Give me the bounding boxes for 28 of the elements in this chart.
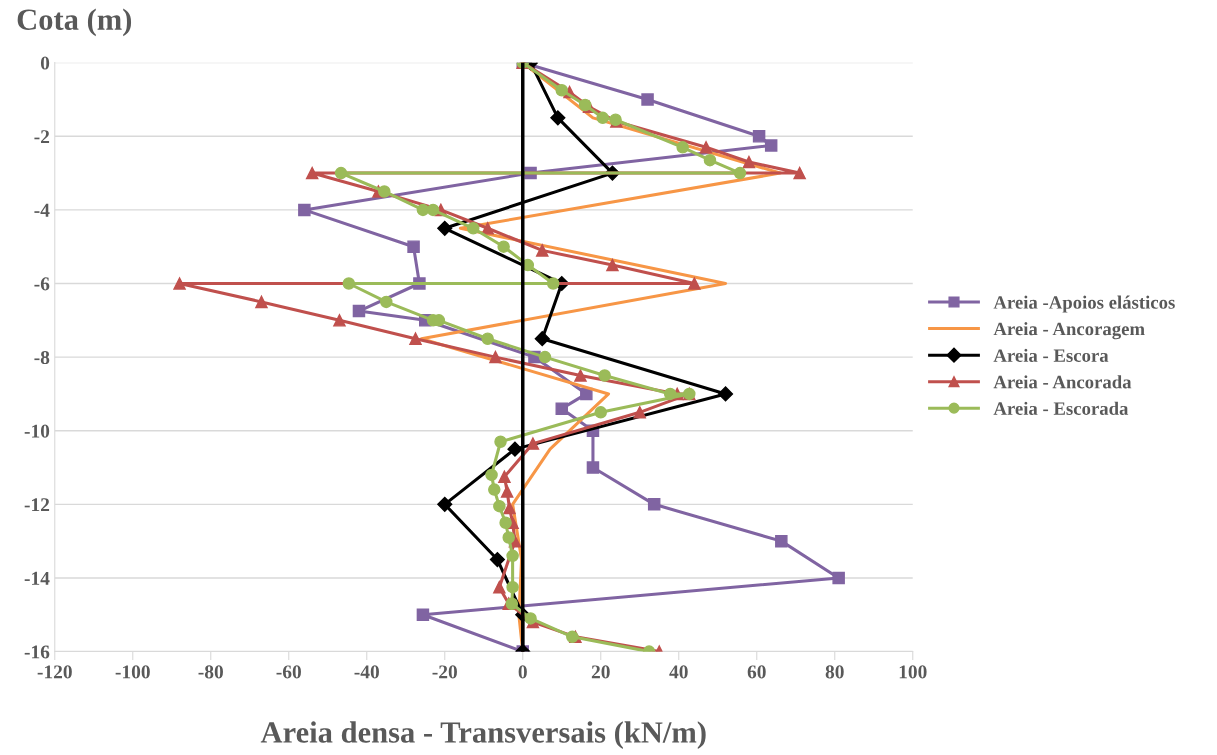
x-tick-label: 100 <box>899 665 927 679</box>
x-tick-label: 40 <box>669 665 688 679</box>
x-tick-label: -100 <box>115 665 150 679</box>
x-tick-label: -120 <box>37 665 72 679</box>
x-tick-label: 80 <box>825 665 844 679</box>
x-tick-label: -40 <box>354 665 379 679</box>
legend-label: Areia - Ancorada <box>993 375 1132 389</box>
y-tick-label: -8 <box>34 350 50 365</box>
y-tick-label: 0 <box>40 56 50 70</box>
legend-label: Areia - Escora <box>993 348 1109 362</box>
x-tick-label: 60 <box>747 665 766 679</box>
legend-label: Areia -Apoios elásticos <box>993 295 1175 313</box>
y-tick-label: -14 <box>24 571 50 585</box>
y-tick-label: -2 <box>34 130 50 144</box>
x-tick-label: -20 <box>432 665 457 679</box>
x-tick-label: -80 <box>198 665 223 679</box>
x-tick-label: -60 <box>276 665 301 679</box>
y-tick-label: -6 <box>34 277 50 291</box>
x-tick-label: 0 <box>518 665 527 679</box>
y-tick-label: -12 <box>24 498 50 512</box>
x-axis-title: Areia densa - Transversais (kN/m) <box>260 721 706 749</box>
y-axis-title: Cota (m) <box>17 8 132 37</box>
y-tick-label: -4 <box>34 203 50 217</box>
legend-label: Areia - Ancoragem <box>993 322 1145 340</box>
y-tick-label: -16 <box>24 645 50 659</box>
legend-label: Areia - Escorada <box>993 401 1129 415</box>
x-tick-label: 20 <box>591 665 610 679</box>
y-tick-label: -10 <box>24 424 50 438</box>
